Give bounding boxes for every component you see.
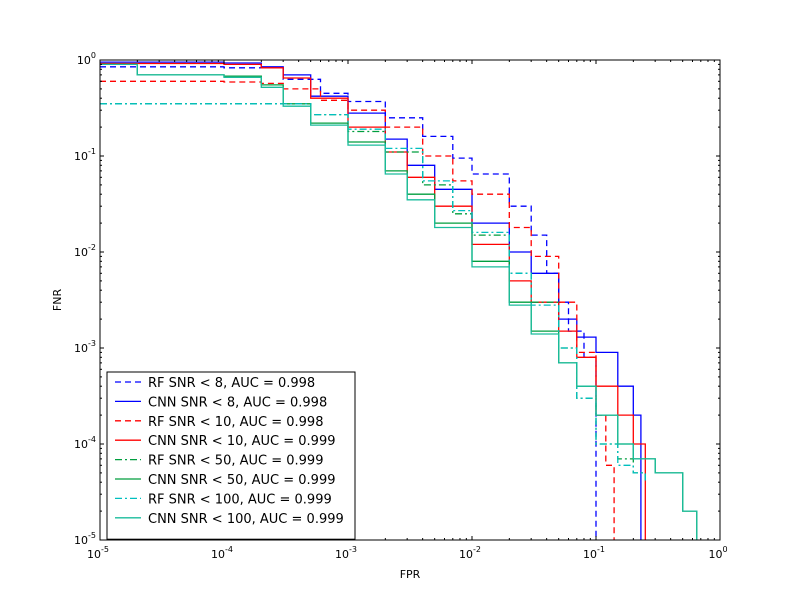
x-tick-label-0-base: 10 [87,548,101,561]
legend-label-4: RF SNR < 50, AUC = 0.999 [148,454,323,469]
y-tick-label-0: 10-5 [74,531,96,547]
y-tick-label-2: 10-3 [74,339,96,355]
y-tick-label-3-base: 10 [74,246,88,259]
y-tick-label-4-base: 10 [74,150,88,163]
series-line-2 [100,80,615,540]
y-tick-label-4-exp: -1 [88,147,96,156]
legend-label-1: CNN SNR < 8, AUC = 0.998 [148,395,327,410]
series-layer [100,61,698,540]
y-tick-label-2-exp: -3 [88,339,96,348]
x-tick-label-3-base: 10 [459,548,473,561]
legend-label-0: RF SNR < 8, AUC = 0.998 [148,376,315,391]
y-tick-label-0-exp: -5 [88,531,96,540]
x-tick-label-3-exp: -2 [473,545,481,554]
x-tick-label-1-exp: -4 [225,545,233,554]
y-tick-label-1: 10-4 [74,435,96,451]
y-tick-label-1-exp: -4 [88,435,96,444]
y-tick-label-5-exp: 0 [91,51,96,60]
y-tick-label-0-base: 10 [74,534,88,547]
legend-label-2: RF SNR < 10, AUC = 0.998 [148,415,323,430]
series-line-7 [100,63,698,540]
x-tick-label-4-base: 10 [583,548,597,561]
legend-box [106,371,356,540]
x-tick-label-1: 10-4 [211,545,233,561]
x-tick-label-0-exp: -5 [101,545,109,554]
x-tick-label-2-base: 10 [335,548,349,561]
x-tick-label-2: 10-3 [335,545,357,561]
legend-label-7: CNN SNR < 100, AUC = 0.999 [148,512,344,527]
x-tick-label-0: 10-5 [87,545,109,561]
x-tick-label-4-exp: -1 [597,545,605,554]
x-tick-label-5: 100 [708,545,727,561]
y-tick-label-2-base: 10 [74,342,88,355]
x-tick-label-3: 10-2 [459,545,481,561]
x-tick-label-2-exp: -3 [349,545,357,554]
y-tick-label-1-base: 10 [74,438,88,451]
x-tick-label-5-base: 10 [708,548,722,561]
y-tick-label-4: 10-1 [74,147,96,163]
legend-label-3: CNN SNR < 10, AUC = 0.999 [148,434,336,449]
y-tick-label-5-base: 10 [77,54,91,67]
x-axis-label: FPR [400,568,421,581]
y-axis-label: FNR [51,289,64,312]
legend-label-6: RF SNR < 100, AUC = 0.999 [148,492,332,507]
x-tick-label-4: 10-1 [583,545,605,561]
y-tick-label-5: 100 [77,51,96,67]
x-tick-label-1-base: 10 [211,548,225,561]
y-tick-label-3: 10-2 [74,243,96,259]
legend: RF SNR < 8, AUC = 0.998 CNN SNR < 8, AUC … [106,371,356,540]
x-tick-label-5-exp: 0 [722,545,727,554]
series-line-0 [100,66,597,540]
y-tick-label-3-exp: -2 [88,243,96,252]
legend-label-5: CNN SNR < 50, AUC = 0.999 [148,473,336,488]
plot-frame [99,59,721,541]
